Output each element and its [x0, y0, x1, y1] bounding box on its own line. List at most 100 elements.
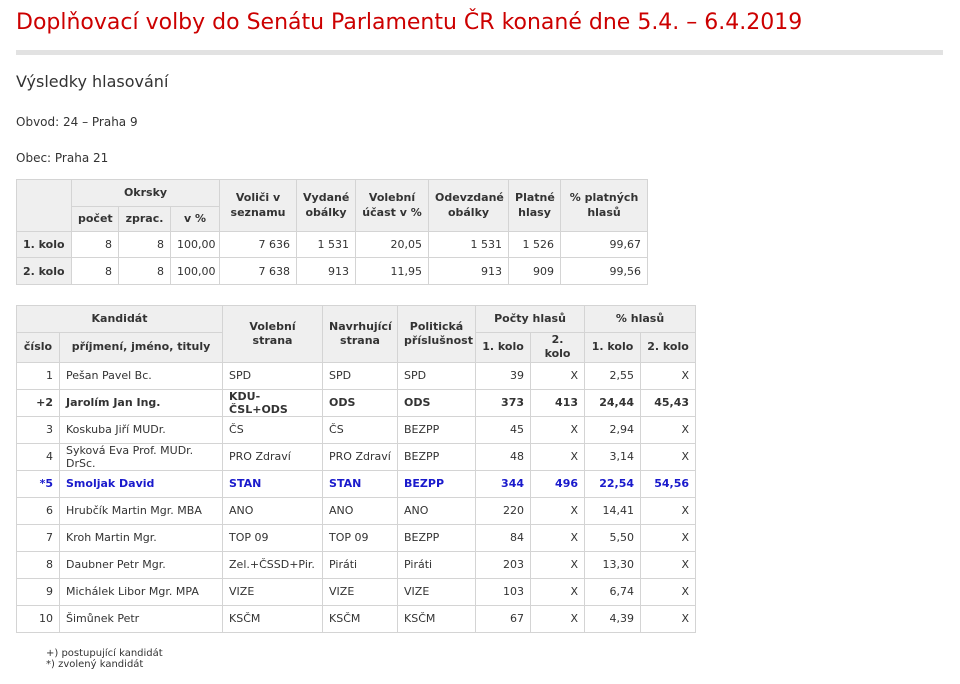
candidate-number: 4 — [16, 442, 60, 471]
title-divider — [16, 50, 943, 55]
summary-header-zprac: zprac. — [118, 206, 171, 232]
candidate-navrhujici-strana: ČS — [322, 415, 399, 444]
candidate-volebni-strana: ČS — [222, 415, 324, 444]
candidate-pct-kolo1: 24,44 — [584, 388, 642, 417]
summary-header-pocet: počet — [71, 206, 119, 232]
summary-cell: 909 — [508, 257, 562, 285]
candidate-volebni-strana: TOP 09 — [222, 523, 324, 552]
candidate-votes-kolo2: X — [530, 442, 586, 471]
candidate-pct-kolo2: X — [640, 496, 697, 525]
candidate-name: Kroh Martin Mgr. — [58, 523, 224, 552]
candidate-navrhujici-strana: TOP 09 — [322, 523, 399, 552]
candidate-prislusnost: BEZPP — [397, 469, 477, 498]
candidate-navrhujici-strana: SPD — [322, 361, 399, 390]
candidate-name: Smoljak David — [58, 469, 224, 498]
page-title: Doplňovací volby do Senátu Parlamentu ČR… — [16, 10, 803, 35]
candidate-name: Šimůnek Petr — [58, 604, 224, 633]
candidate-name: Pešan Pavel Bc. — [58, 361, 224, 390]
summary-cell: 1 531 — [428, 231, 510, 258]
candidate-votes-kolo2: X — [530, 523, 586, 552]
footnotes: +) postupující kandidát *) zvolený kandi… — [46, 648, 163, 670]
candidate-prislusnost: BEZPP — [397, 442, 477, 471]
candidates-header-volebni-strana: Volební strana — [222, 305, 324, 363]
summary-cell: 8 — [71, 257, 119, 285]
candidate-number: 10 — [16, 604, 60, 633]
candidates-header-hlasy-kolo2: 2. kolo — [530, 332, 586, 363]
candidate-navrhujici-strana: VIZE — [322, 577, 399, 606]
candidate-pct-kolo2: X — [640, 442, 697, 471]
summary-header-vpct: v % — [169, 206, 221, 232]
candidate-row: 4 Syková Eva Prof. MUDr. DrSc. PRO Zdraví P… — [16, 442, 697, 471]
candidate-volebni-strana: ANO — [222, 496, 324, 525]
candidate-navrhujici-strana: PRO Zdraví — [322, 442, 399, 471]
candidates-header-hlasy-kolo1: 1. kolo — [475, 332, 532, 363]
candidate-votes-kolo2: X — [530, 577, 586, 606]
summary-cell: 99,67 — [560, 231, 649, 258]
candidate-number: 3 — [16, 415, 60, 444]
candidates-header-politicka-prislusnost: Politická příslušnost — [397, 305, 477, 363]
candidate-votes-kolo1: 45 — [475, 415, 532, 444]
candidate-prislusnost: ANO — [397, 496, 477, 525]
candidate-votes-kolo1: 344 — [475, 469, 532, 498]
candidate-name: Koskuba Jiří MUDr. — [58, 415, 224, 444]
summary-cell: 1 531 — [296, 231, 357, 258]
summary-header-odevzdane: Odevzdané obálky — [428, 179, 510, 232]
summary-cell: 7 638 — [219, 257, 298, 285]
candidate-number: 8 — [16, 550, 60, 579]
candidate-volebni-strana: PRO Zdraví — [222, 442, 324, 471]
candidate-volebni-strana: STAN — [222, 469, 324, 498]
summary-header-ucast: Volební účast v % — [355, 179, 430, 232]
candidate-volebni-strana: SPD — [222, 361, 324, 390]
candidate-pct-kolo2: X — [640, 523, 697, 552]
summary-table: Okrsky Voliči v seznamu Vydané obálky Vo… — [16, 179, 649, 285]
candidate-volebni-strana: Zel.+ČSSD+Pir. — [222, 550, 324, 579]
summary-cell: 8 — [118, 257, 171, 285]
candidate-prislusnost: BEZPP — [397, 523, 477, 552]
section-heading: Výsledky hlasování — [16, 72, 169, 91]
summary-cell: 99,56 — [560, 257, 649, 285]
candidate-pct-kolo1: 2,94 — [584, 415, 642, 444]
candidate-row: 10 Šimůnek Petr KSČM KSČM KSČM 67 X 4,39 X — [16, 604, 697, 633]
candidate-name: Michálek Libor Mgr. MPA — [58, 577, 224, 606]
candidate-votes-kolo2: X — [530, 415, 586, 444]
candidate-votes-kolo2: X — [530, 361, 586, 390]
summary-cell: 7 636 — [219, 231, 298, 258]
candidates-header-jmeno: příjmení, jméno, tituly — [58, 332, 224, 363]
candidate-name: Daubner Petr Mgr. — [58, 550, 224, 579]
candidate-row: 6 Hrubčík Martin Mgr. MBA ANO ANO ANO 220 X 14,… — [16, 496, 697, 525]
candidate-row: 7 Kroh Martin Mgr. TOP 09 TOP 09 BEZPP 84 X 5,5… — [16, 523, 697, 552]
candidates-header-kandidat: Kandidát — [15, 305, 224, 333]
summary-header-volici: Voliči v seznamu — [219, 179, 298, 232]
candidate-prislusnost: ODS — [397, 388, 477, 417]
summary-header-vydane: Vydané obálky — [296, 179, 357, 232]
candidate-row: 9 Michálek Libor Mgr. MPA VIZE VIZE VIZE 103 X… — [16, 577, 697, 606]
candidate-row: *5 Smoljak David STAN STAN BEZPP 344 496 22,54 5… — [16, 469, 697, 498]
candidate-row: 3 Koskuba Jiří MUDr. ČS ČS BEZPP 45 X 2,94 X — [16, 415, 697, 444]
candidate-pct-kolo2: 45,43 — [640, 388, 697, 417]
candidate-navrhujici-strana: STAN — [322, 469, 399, 498]
candidates-header-cislo: číslo — [16, 332, 60, 363]
candidate-prislusnost: Piráti — [397, 550, 477, 579]
summary-corner — [16, 179, 72, 232]
candidate-pct-kolo1: 3,14 — [584, 442, 642, 471]
summary-header-pct-platnych: % platných hlasů — [560, 179, 649, 232]
summary-header-platne: Platné hlasy — [508, 179, 562, 232]
candidates-header-navrhujici-strana: Navrhující strana — [322, 305, 399, 363]
candidates-header-pocty-hlasu: Počty hlasů — [475, 305, 586, 333]
summary-cell: 913 — [296, 257, 357, 285]
summary-row-label: 1. kolo — [16, 231, 72, 258]
candidate-number: *5 — [16, 469, 60, 498]
candidate-volebni-strana: KSČM — [222, 604, 324, 633]
summary-cell: 20,05 — [355, 231, 430, 258]
candidate-pct-kolo1: 5,50 — [584, 523, 642, 552]
candidate-name: Syková Eva Prof. MUDr. DrSc. — [58, 442, 224, 471]
candidate-prislusnost: VIZE — [397, 577, 477, 606]
summary-row: 1. kolo 8 8 100,00 7 636 1 531 20,05 1 5… — [16, 231, 649, 258]
candidate-pct-kolo2: X — [640, 577, 697, 606]
candidate-pct-kolo1: 2,55 — [584, 361, 642, 390]
candidate-name: Jarolím Jan Ing. — [58, 388, 224, 417]
candidate-navrhujici-strana: KSČM — [322, 604, 399, 633]
candidate-prislusnost: BEZPP — [397, 415, 477, 444]
obvod-link[interactable]: Obvod: 24 – Praha 9 — [16, 115, 138, 129]
candidate-pct-kolo1: 14,41 — [584, 496, 642, 525]
